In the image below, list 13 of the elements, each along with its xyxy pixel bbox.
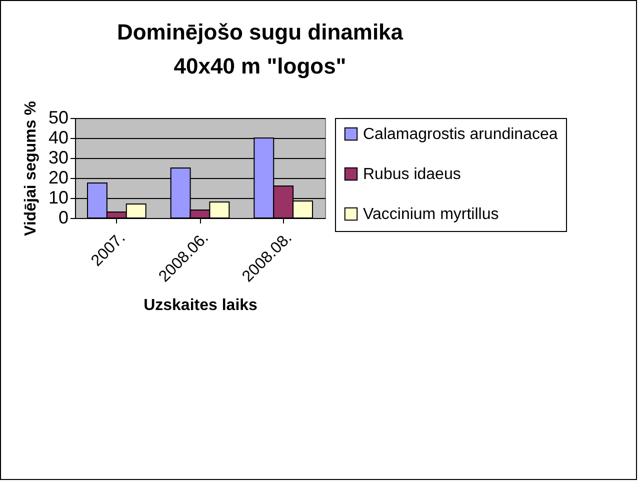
y-tick-label: 20 [48, 168, 68, 188]
legend-label: Rubus idaeus [363, 166, 461, 183]
text: 40x40 m "logos" [174, 54, 346, 79]
y-tick-label: 50 [48, 108, 68, 128]
text: Dominējošo sugu dinamika [116, 20, 404, 45]
y-tick-label: 10 [48, 188, 68, 208]
y-axis-title: Vidējai segums % [22, 101, 40, 236]
legend-label: Vaccinium myrtillus [363, 206, 499, 223]
y-tick-label: 0 [58, 208, 68, 228]
y-tick-label: 40 [48, 128, 68, 148]
y-tick-label: 30 [48, 148, 68, 168]
x-axis-title: Uzskaites laiks [144, 296, 258, 314]
legend-label: Calamagrostis arundinacea [363, 126, 558, 143]
